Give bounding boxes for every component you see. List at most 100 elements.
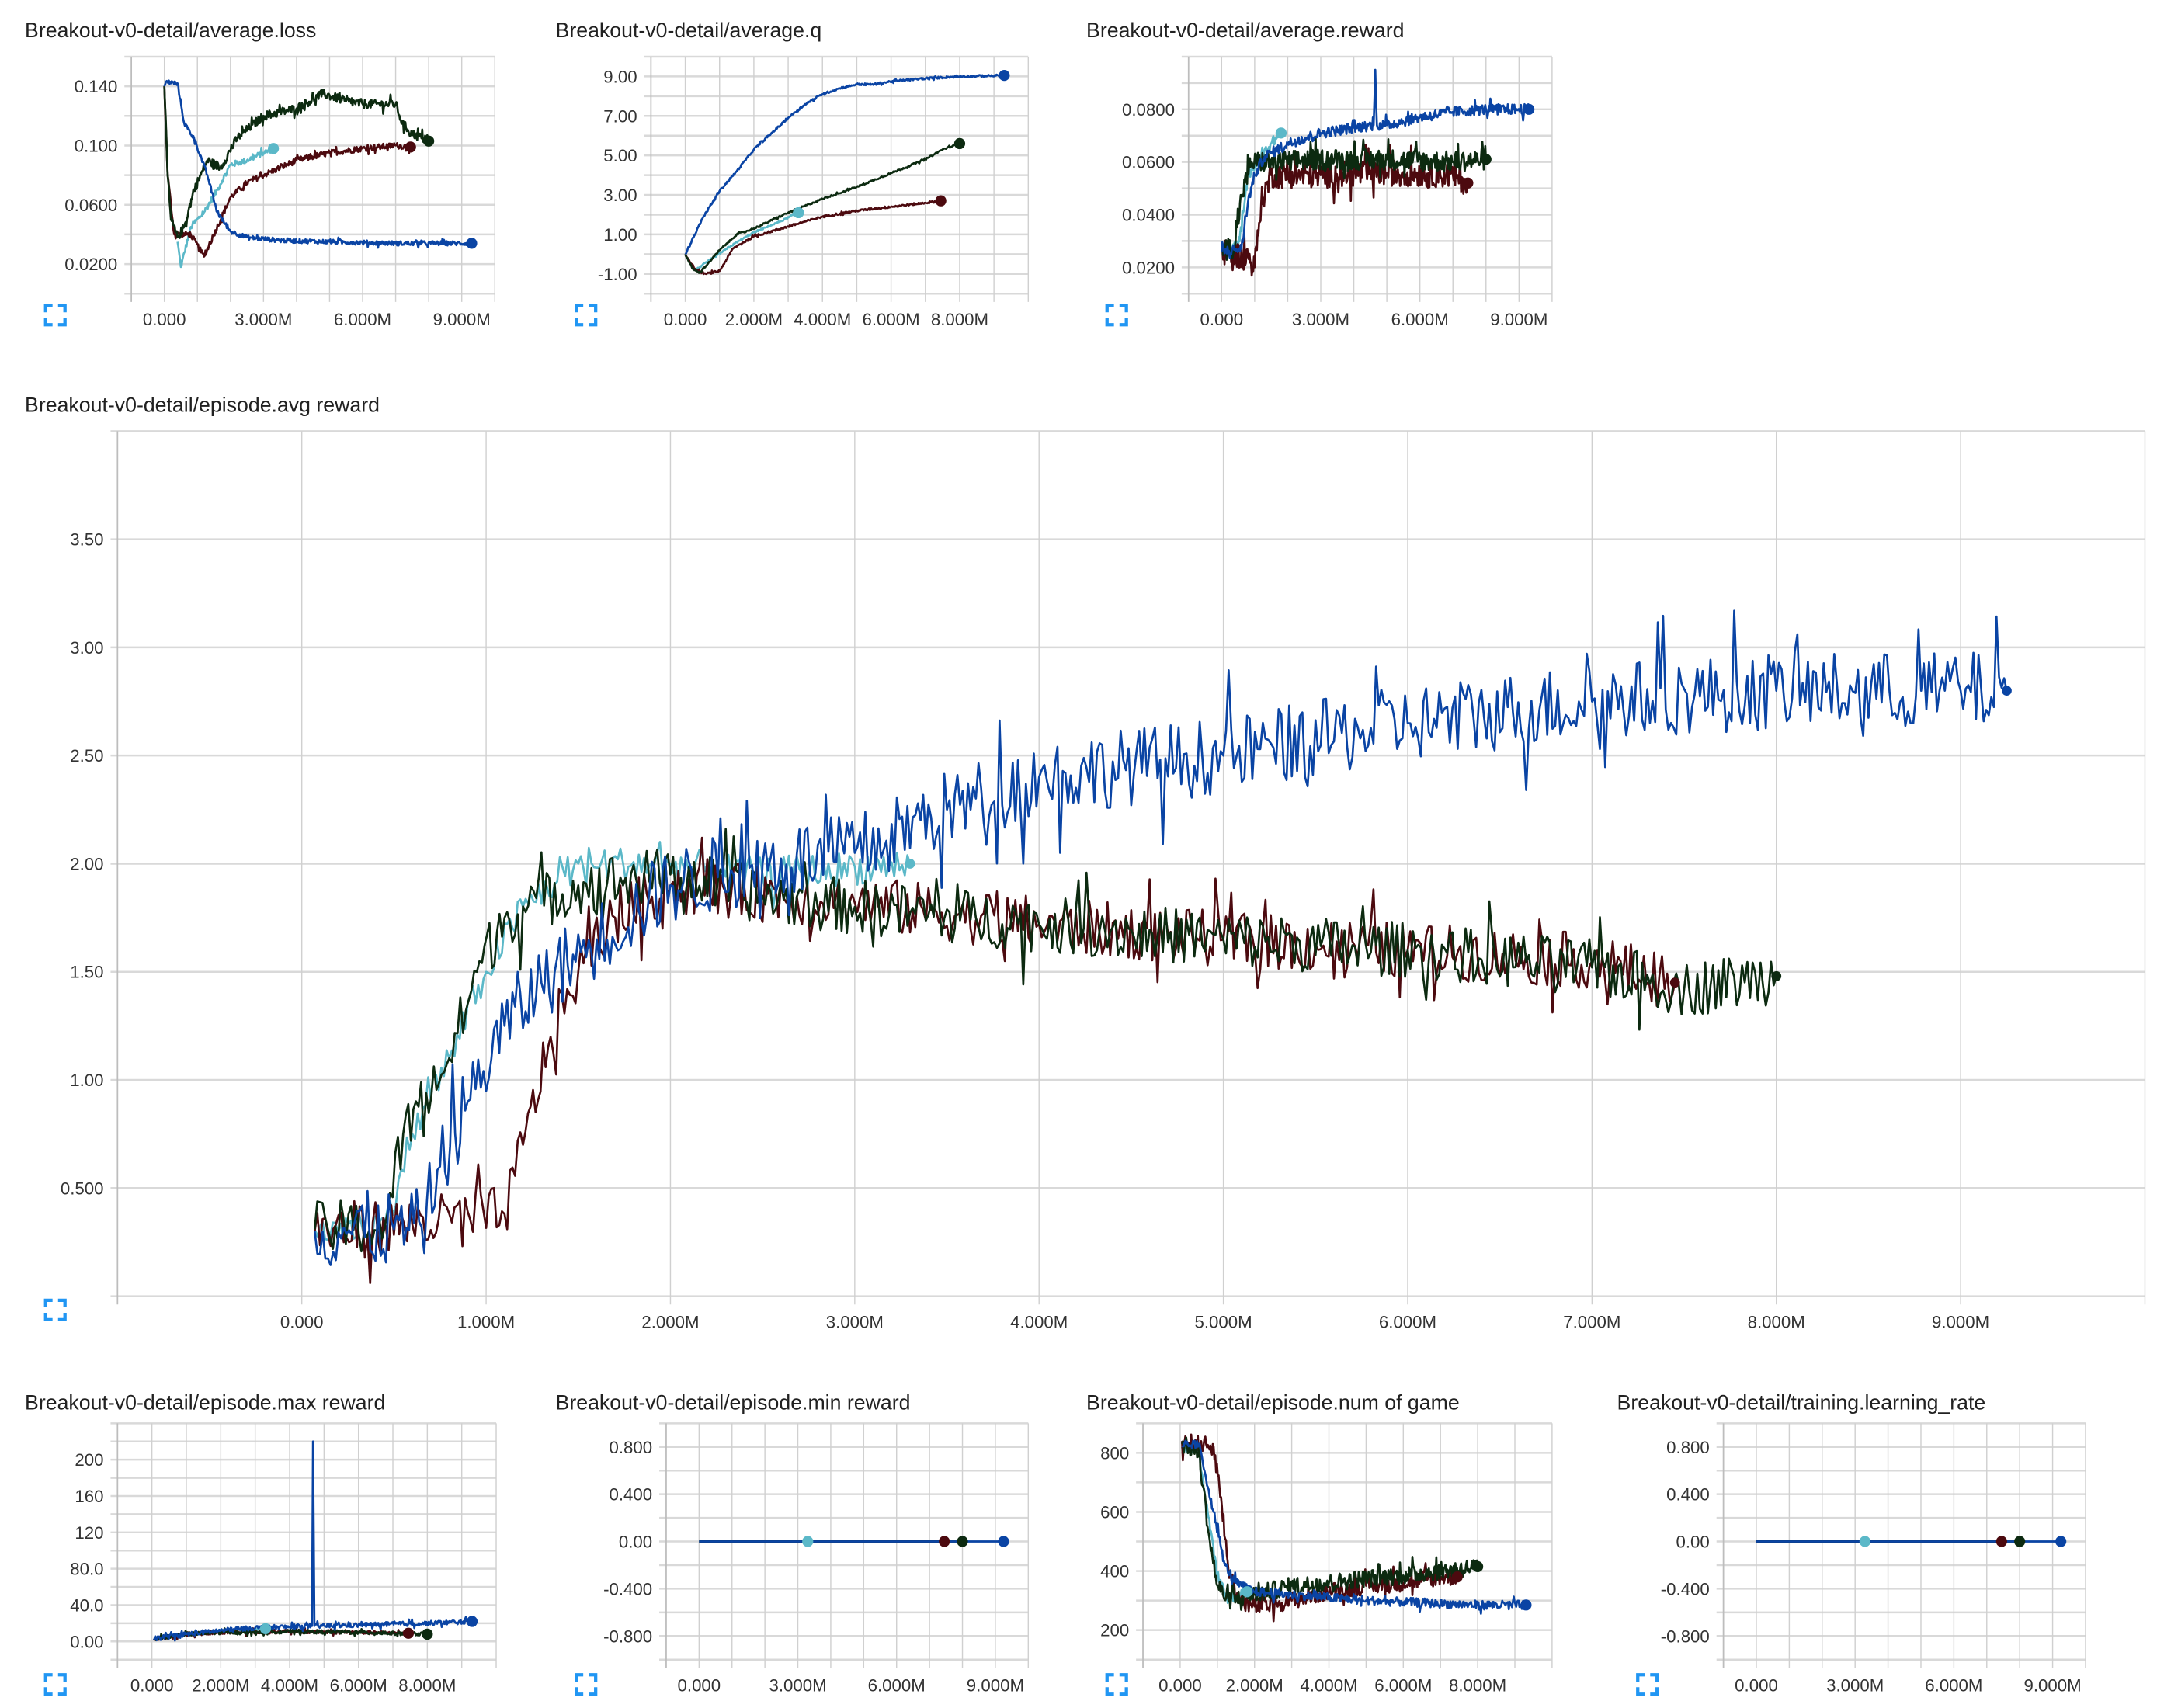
expand-icon[interactable] <box>41 1297 69 1324</box>
series-line-3 <box>313 609 2008 1266</box>
y-tick-label: 0.400 <box>610 1485 653 1505</box>
y-tick-label: 1.00 <box>70 1071 103 1090</box>
y-tick-label: 3.50 <box>70 530 103 550</box>
series-end-marker-0 <box>1275 127 1287 139</box>
y-tick-label: 5.00 <box>603 146 637 165</box>
series-end-marker-1 <box>1462 177 1474 189</box>
y-tick-label: 0.0800 <box>1122 100 1175 120</box>
x-tick-label: 6.000M <box>1925 1676 1982 1696</box>
x-tick-label: 0.000 <box>678 1676 721 1696</box>
series-end-marker-2 <box>1471 1560 1484 1572</box>
x-tick-label: 6.000M <box>1374 1676 1432 1696</box>
series-end-marker-3 <box>2002 686 2012 696</box>
x-tick-label: 6.000M <box>868 1676 926 1696</box>
series-line-1 <box>163 86 412 258</box>
chart-title: Breakout-v0-detail/episode.num of game <box>1086 1391 1460 1415</box>
y-tick-label: 0.00 <box>619 1533 652 1552</box>
series-end-marker-1 <box>1995 1536 2007 1547</box>
x-tick-label: 0.000 <box>1200 310 1244 329</box>
y-tick-label: 1.00 <box>603 225 637 245</box>
chart-title: Breakout-v0-detail/episode.avg reward <box>25 393 380 416</box>
y-tick-label: -0.400 <box>603 1579 652 1599</box>
x-tick-label: 0.000 <box>143 310 186 329</box>
series-end-marker-0 <box>802 1536 814 1547</box>
expand-icon[interactable] <box>41 301 69 329</box>
series-line-3 <box>684 73 1005 255</box>
chart-title: Breakout-v0-detail/episode.max reward <box>25 1391 385 1415</box>
chart-card: Breakout-v0-detail/training.learning_rat… <box>1617 1391 2086 1699</box>
x-tick-label: 8.000M <box>398 1676 456 1696</box>
chart-card: Breakout-v0-detail/episode.min reward 0.8… <box>556 1391 1030 1699</box>
series-end-marker-2 <box>423 135 435 147</box>
x-tick-label: 9.000M <box>433 310 491 329</box>
series-line-3 <box>1181 1439 1527 1615</box>
y-tick-label: 0.0200 <box>64 255 117 274</box>
series-end-marker-3 <box>466 1616 478 1627</box>
x-tick-label: 8.000M <box>1449 1676 1506 1696</box>
series-line-2 <box>1181 1436 1479 1611</box>
series-line-3 <box>1220 68 1530 259</box>
y-tick-label: -0.400 <box>1661 1579 1710 1599</box>
series-end-marker-1 <box>402 1627 415 1639</box>
y-tick-label: 3.00 <box>70 638 103 658</box>
expand-icon[interactable] <box>572 301 600 329</box>
chart-card: Breakout-v0-detail/average.reward 0.0800 0… <box>1086 19 1553 329</box>
series-line-0 <box>176 146 274 269</box>
chart-title: Breakout-v0-detail/average.reward <box>1086 19 1404 42</box>
x-tick-label: 3.000M <box>826 1313 884 1332</box>
series-end-marker-1 <box>405 141 416 153</box>
series-end-marker-0 <box>905 859 915 869</box>
series-line-1 <box>684 200 942 276</box>
y-tick-label: 1.50 <box>70 963 103 982</box>
x-tick-label: 9.000M <box>2023 1676 2081 1696</box>
series-end-marker-1 <box>1451 1571 1463 1583</box>
series-end-marker-1 <box>1669 977 1680 988</box>
x-tick-label: 3.000M <box>234 310 292 329</box>
x-tick-label: 6.000M <box>334 310 391 329</box>
x-tick-label: 9.000M <box>967 1676 1024 1696</box>
y-tick-label: 0.140 <box>75 77 118 96</box>
series-line-1 <box>1221 143 1469 277</box>
expand-icon[interactable] <box>572 1671 600 1699</box>
x-tick-label: 5.000M <box>1195 1313 1252 1332</box>
x-tick-label: 1.000M <box>457 1313 515 1332</box>
x-tick-label: 8.000M <box>1748 1313 1805 1332</box>
series-end-marker-2 <box>1771 970 1782 981</box>
chart-card: Breakout-v0-detail/episode.avg reward 3.5… <box>25 393 2146 1332</box>
series-end-marker-0 <box>793 207 804 219</box>
x-tick-label: 8.000M <box>931 310 988 329</box>
expand-icon[interactable] <box>1103 1671 1131 1699</box>
x-tick-label: 6.000M <box>1391 310 1449 329</box>
chart-title: Breakout-v0-detail/average.loss <box>25 19 316 42</box>
chart-card: Breakout-v0-detail/episode.num of game 80… <box>1086 1391 1553 1699</box>
series-end-marker-2 <box>2014 1536 2026 1547</box>
x-tick-label: 4.000M <box>1010 1313 1068 1332</box>
y-tick-label: 80.0 <box>70 1560 103 1579</box>
series-end-marker-0 <box>1242 1586 1253 1598</box>
x-tick-label: 3.000M <box>1826 1676 1884 1696</box>
x-tick-label: 2.000M <box>192 1676 249 1696</box>
series-end-marker-0 <box>259 1623 272 1635</box>
chart-card: Breakout-v0-detail/average.loss 0.140 0.10… <box>25 19 495 329</box>
y-tick-label: 0.00 <box>1676 1533 1710 1552</box>
series-line-1 <box>313 836 1676 1285</box>
y-tick-label: 600 <box>1100 1502 1129 1522</box>
y-tick-label: 160 <box>75 1487 103 1506</box>
expand-icon[interactable] <box>1103 301 1131 329</box>
x-tick-label: 4.000M <box>261 1676 318 1696</box>
x-tick-label: 0.000 <box>664 310 707 329</box>
expand-icon[interactable] <box>1634 1671 1662 1699</box>
y-tick-label: 0.00 <box>70 1632 103 1651</box>
expand-icon[interactable] <box>41 1671 69 1699</box>
y-tick-label: 0.500 <box>61 1179 104 1198</box>
chart-title: Breakout-v0-detail/episode.min reward <box>556 1391 911 1415</box>
x-tick-label: 6.000M <box>1379 1313 1436 1332</box>
y-tick-label: 7.00 <box>603 106 637 126</box>
y-tick-label: 3.00 <box>603 186 637 205</box>
series-end-marker-2 <box>1480 154 1492 165</box>
y-tick-label: -0.800 <box>1661 1626 1710 1646</box>
series-line-2 <box>163 86 430 239</box>
y-tick-label: 0.0600 <box>1122 153 1175 172</box>
chart-card: Breakout-v0-detail/average.q 9.00 7.00 5.00… <box>556 19 1030 329</box>
series-end-marker-3 <box>998 1536 1009 1547</box>
